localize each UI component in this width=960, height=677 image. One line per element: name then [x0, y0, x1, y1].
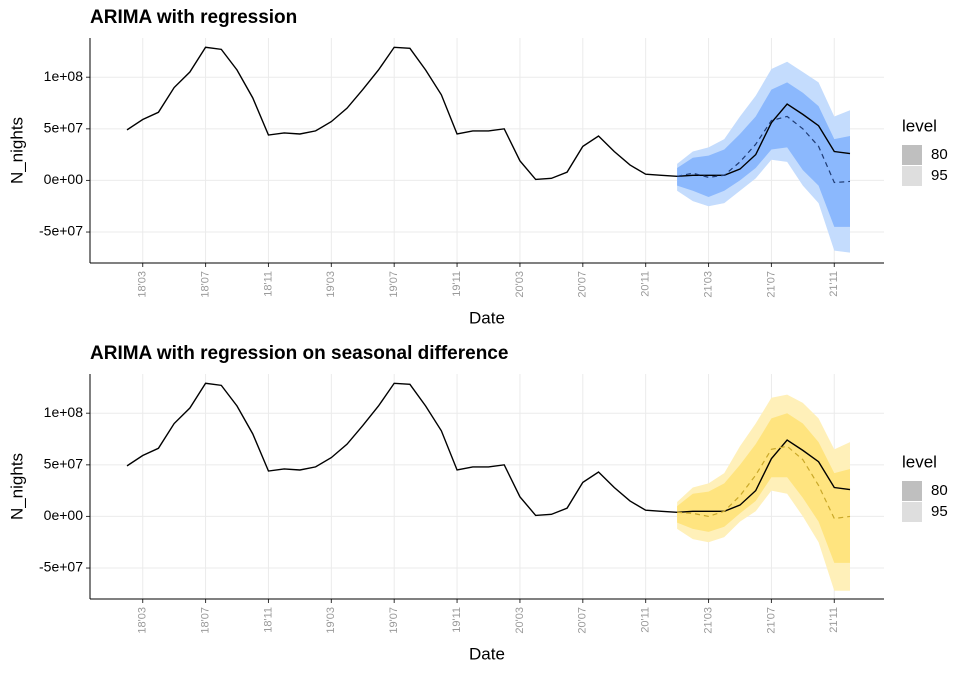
legend-swatch	[902, 502, 922, 522]
x-tick-label: 20'03	[514, 271, 526, 298]
x-tick-label: 21'03	[702, 607, 714, 634]
y-tick-label: 1e+08	[44, 404, 84, 420]
y-axis-title: N_nights	[7, 117, 26, 184]
legend-label: 95	[931, 167, 948, 184]
chart-title: ARIMA with regression on seasonal differ…	[90, 343, 508, 364]
x-tick-label: 18'11	[262, 607, 274, 633]
legend-title: level	[902, 116, 937, 135]
x-tick-label: 19'11	[451, 271, 463, 297]
interval-band	[677, 413, 850, 563]
y-axis-title: N_nights	[7, 453, 26, 520]
x-tick-label: 20'11	[640, 607, 652, 633]
y-tick-label: 0e+00	[44, 171, 84, 187]
x-tick-label: 21'07	[765, 271, 777, 298]
x-tick-label: 20'07	[577, 271, 589, 298]
x-tick-label: 18'03	[137, 607, 149, 634]
legend-swatch	[902, 145, 922, 165]
x-tick-label: 21'11	[828, 607, 840, 633]
y-tick-label: 1e+08	[44, 68, 84, 84]
forecast-line	[677, 445, 851, 520]
y-tick-label: 5e+07	[44, 456, 84, 472]
x-tick-label: 20'11	[640, 271, 652, 297]
x-axis-title: Date	[469, 308, 505, 327]
x-tick-label: 19'07	[388, 271, 400, 298]
x-tick-label: 18'11	[262, 271, 274, 297]
x-tick-label: 18'07	[199, 271, 211, 298]
panel: ARIMA with regression -5e+07 0e+00 5e+07 1e+…	[7, 7, 947, 327]
y-tick-label: -5e+07	[39, 223, 83, 239]
legend-label: 80	[931, 482, 948, 499]
y-tick-label: -5e+07	[39, 559, 83, 575]
x-tick-label: 21'11	[828, 271, 840, 297]
x-tick-label: 19'07	[388, 607, 400, 634]
x-tick-label: 20'07	[577, 607, 589, 634]
x-tick-label: 19'11	[451, 607, 463, 633]
x-tick-label: 19'03	[325, 607, 337, 634]
panel: ARIMA with regression on seasonal differ…	[7, 343, 947, 663]
x-tick-label: 21'07	[765, 607, 777, 634]
legend-swatch	[902, 481, 922, 501]
legend-title: level	[902, 452, 937, 471]
legend-label: 95	[931, 503, 948, 520]
y-tick-label: 5e+07	[44, 120, 84, 136]
legend-swatch	[902, 166, 922, 186]
legend-label: 80	[931, 146, 948, 163]
x-tick-label: 18'07	[199, 607, 211, 634]
interval-band	[677, 82, 850, 227]
observed-line	[126, 382, 851, 517]
x-tick-label: 21'03	[702, 271, 714, 298]
observed-line	[126, 46, 851, 181]
x-axis-title: Date	[469, 644, 505, 663]
forecast-line	[676, 115, 851, 184]
x-tick-label: 18'03	[137, 271, 149, 298]
y-tick-label: 0e+00	[44, 507, 84, 523]
x-tick-label: 20'03	[514, 607, 526, 634]
chart-title: ARIMA with regression	[90, 7, 297, 28]
x-tick-label: 19'03	[325, 271, 337, 298]
